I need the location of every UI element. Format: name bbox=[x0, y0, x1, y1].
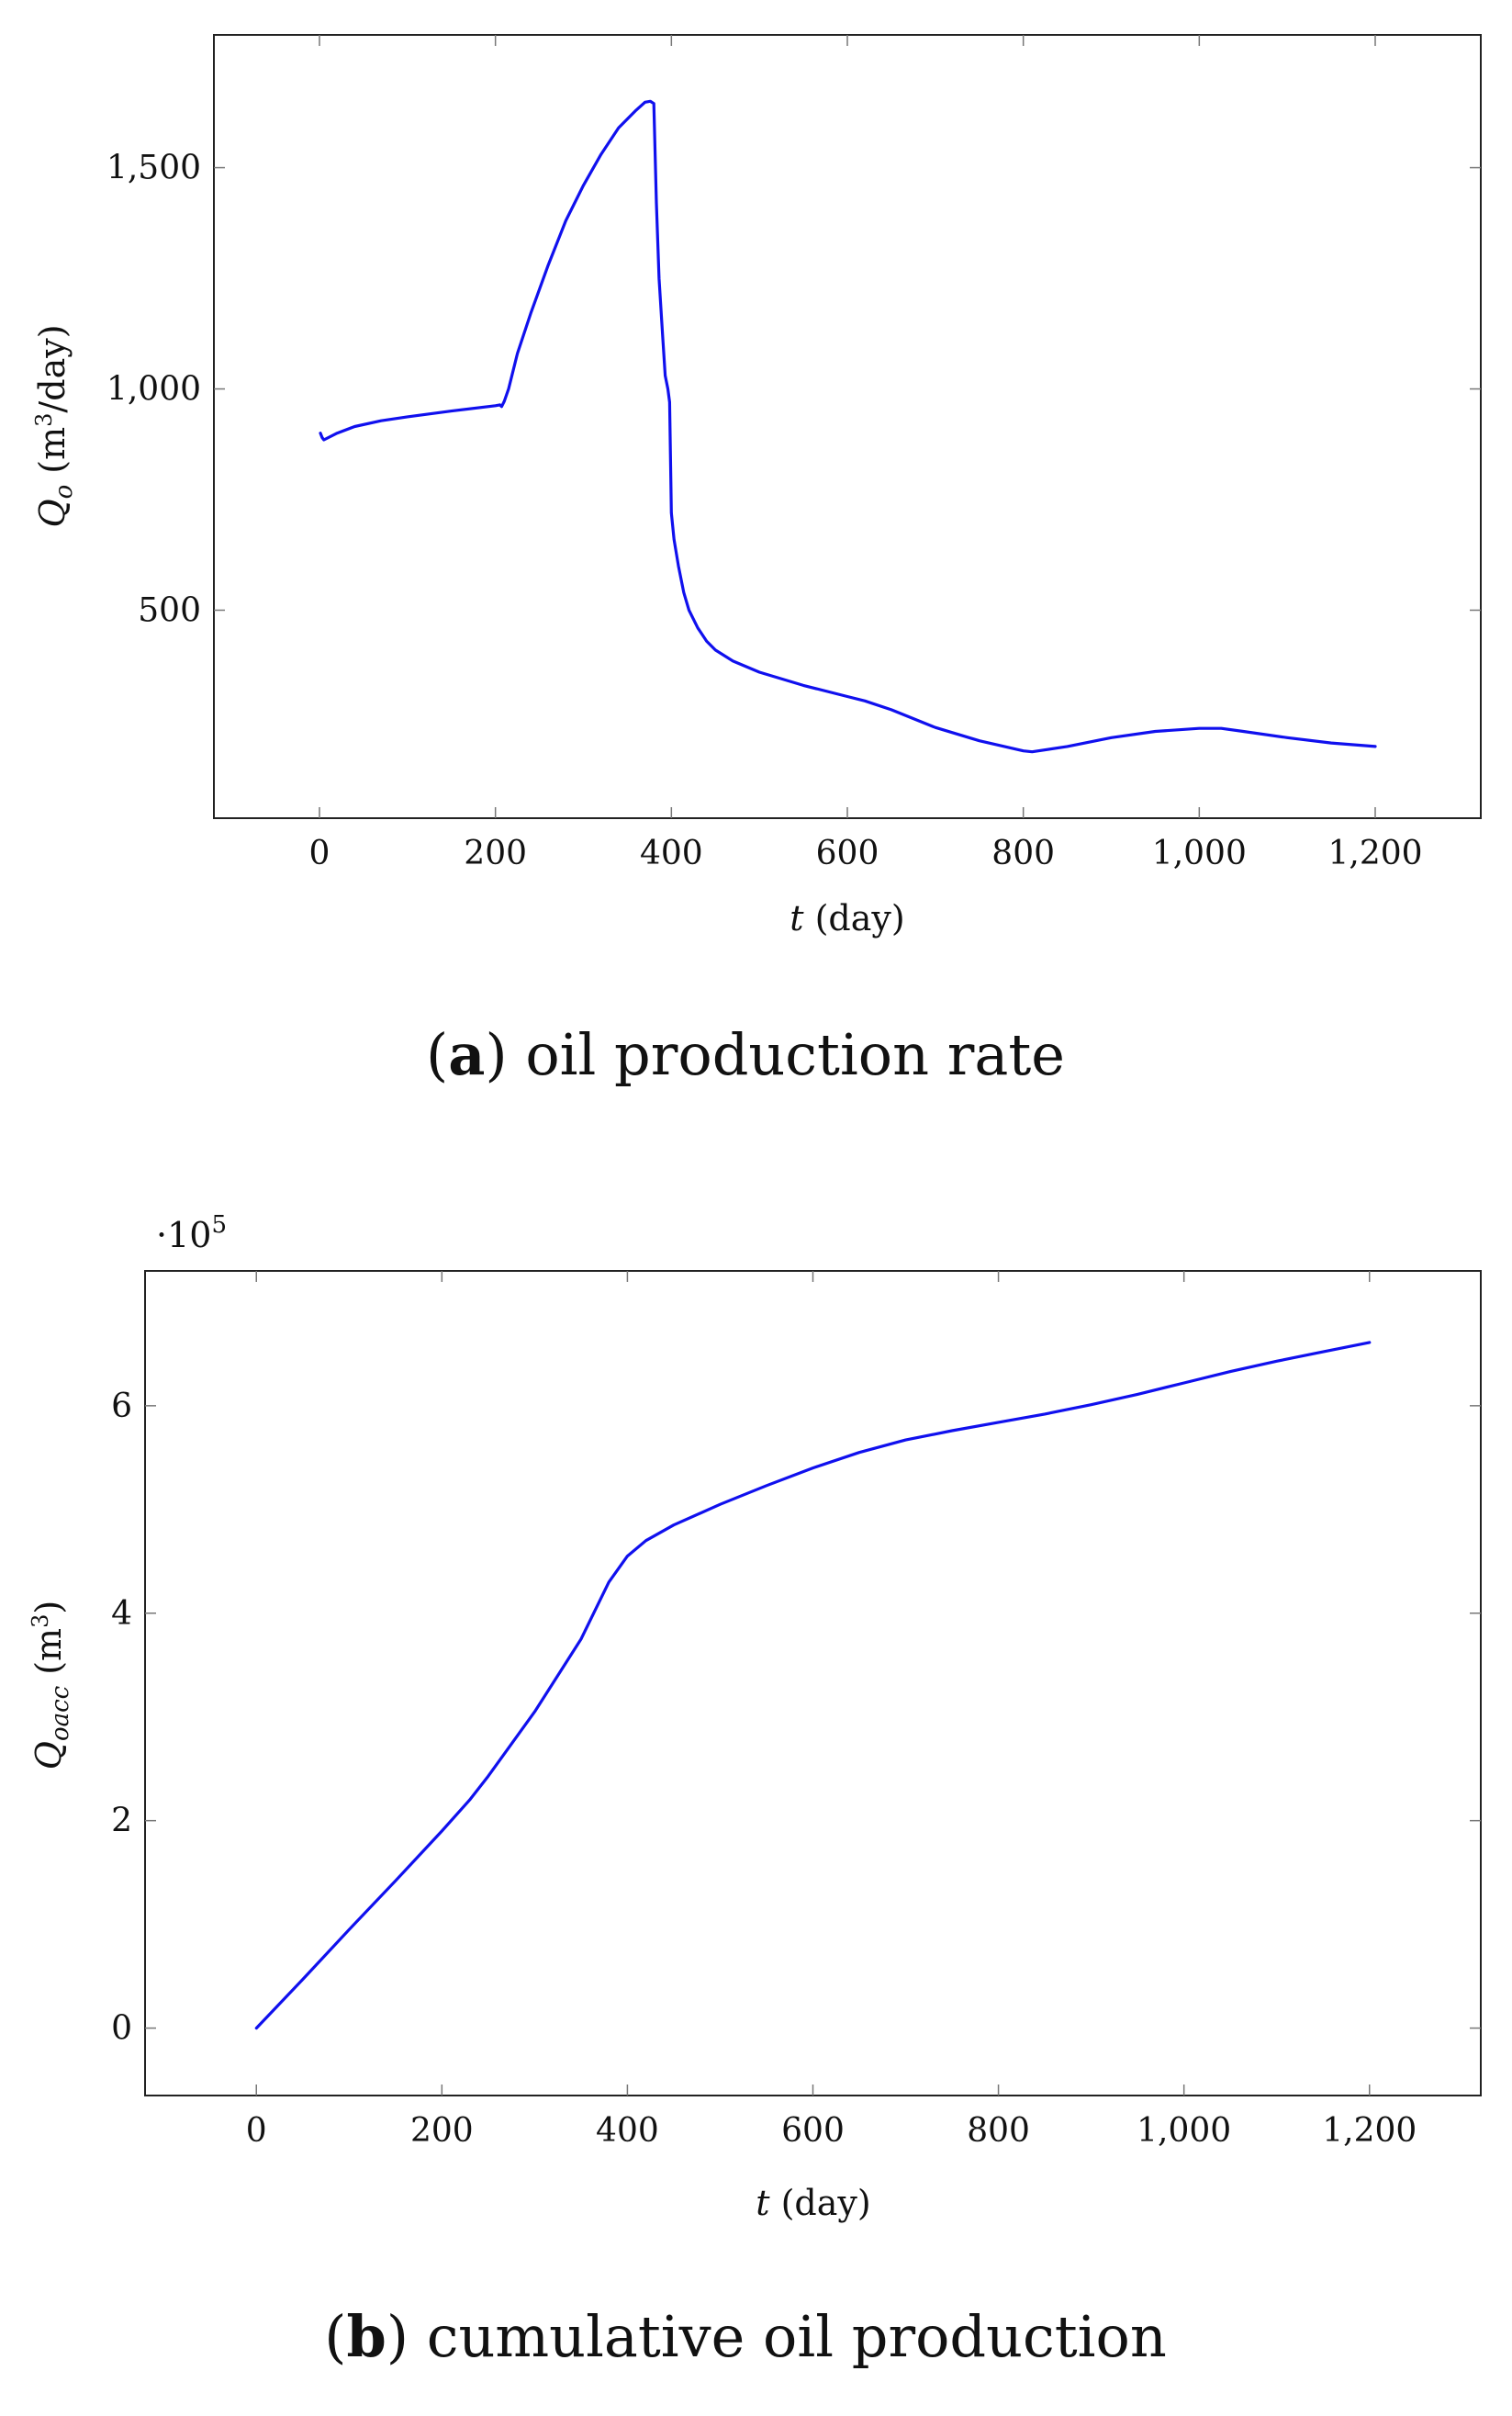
plot-frame-b bbox=[144, 1270, 1482, 2096]
y-axis-label-b: Qoacc(m3) bbox=[28, 1601, 74, 1770]
tick-marks-b bbox=[145, 1271, 1481, 2096]
tick-labels-a: 0 200 400 600 800 1,000 1,200 500 1,000 1,500 bbox=[106, 150, 1423, 872]
plot-frame-a bbox=[213, 34, 1482, 819]
x-tick-label: 1,200 bbox=[1327, 835, 1422, 872]
y-tick-label: 6 bbox=[111, 1388, 132, 1425]
caption-b: (b) cumulative oil production bbox=[324, 2303, 1167, 2370]
x-tick-label: 200 bbox=[410, 2112, 474, 2150]
y-tick-label: 4 bbox=[111, 1595, 132, 1633]
x-tick-label: 200 bbox=[464, 835, 527, 872]
y-scale-multiplier-b: ·105 bbox=[156, 1211, 227, 1255]
x-axis-label-b: t (day) bbox=[756, 2183, 870, 2223]
x-axis-label-a: t (day) bbox=[790, 898, 904, 938]
series-line-b-0 bbox=[254, 1341, 1372, 2030]
x-tick-label: 800 bbox=[967, 2112, 1030, 2150]
x-tick-label: 1,000 bbox=[1152, 835, 1247, 872]
x-tick-label: 1,200 bbox=[1322, 2112, 1417, 2150]
tick-labels-b: 0 200 400 600 800 1,000 1,200 0 2 4 6 bbox=[111, 1388, 1417, 2150]
y-tick-label: 1,500 bbox=[106, 150, 201, 187]
y-tick-label: 500 bbox=[138, 591, 201, 629]
series-line-a-0 bbox=[319, 99, 1377, 754]
y-tick-label: 0 bbox=[111, 2010, 132, 2048]
x-tick-label: 1,000 bbox=[1137, 2112, 1231, 2150]
tick-marks-a bbox=[214, 35, 1481, 818]
x-tick-label: 0 bbox=[309, 835, 330, 872]
chart-panel-a: 0 200 400 600 800 1,000 1,200 500 1,000 1,500 t (d… bbox=[31, 34, 1482, 1088]
y-tick-label: 2 bbox=[111, 1803, 132, 1840]
series-group-a bbox=[319, 99, 1377, 754]
x-tick-label: 800 bbox=[991, 835, 1055, 872]
x-tick-label: 400 bbox=[596, 2112, 659, 2150]
x-tick-label: 0 bbox=[246, 2112, 267, 2150]
caption-a: (a) oil production rate bbox=[426, 1021, 1065, 1088]
x-tick-label: 400 bbox=[640, 835, 703, 872]
x-tick-label: 600 bbox=[781, 2112, 845, 2150]
y-tick-label: 1,000 bbox=[106, 371, 201, 409]
series-group-b bbox=[254, 1341, 1372, 2030]
y-axis-label-a: Qo(m3/day) bbox=[31, 324, 78, 527]
x-tick-label: 600 bbox=[816, 835, 879, 872]
